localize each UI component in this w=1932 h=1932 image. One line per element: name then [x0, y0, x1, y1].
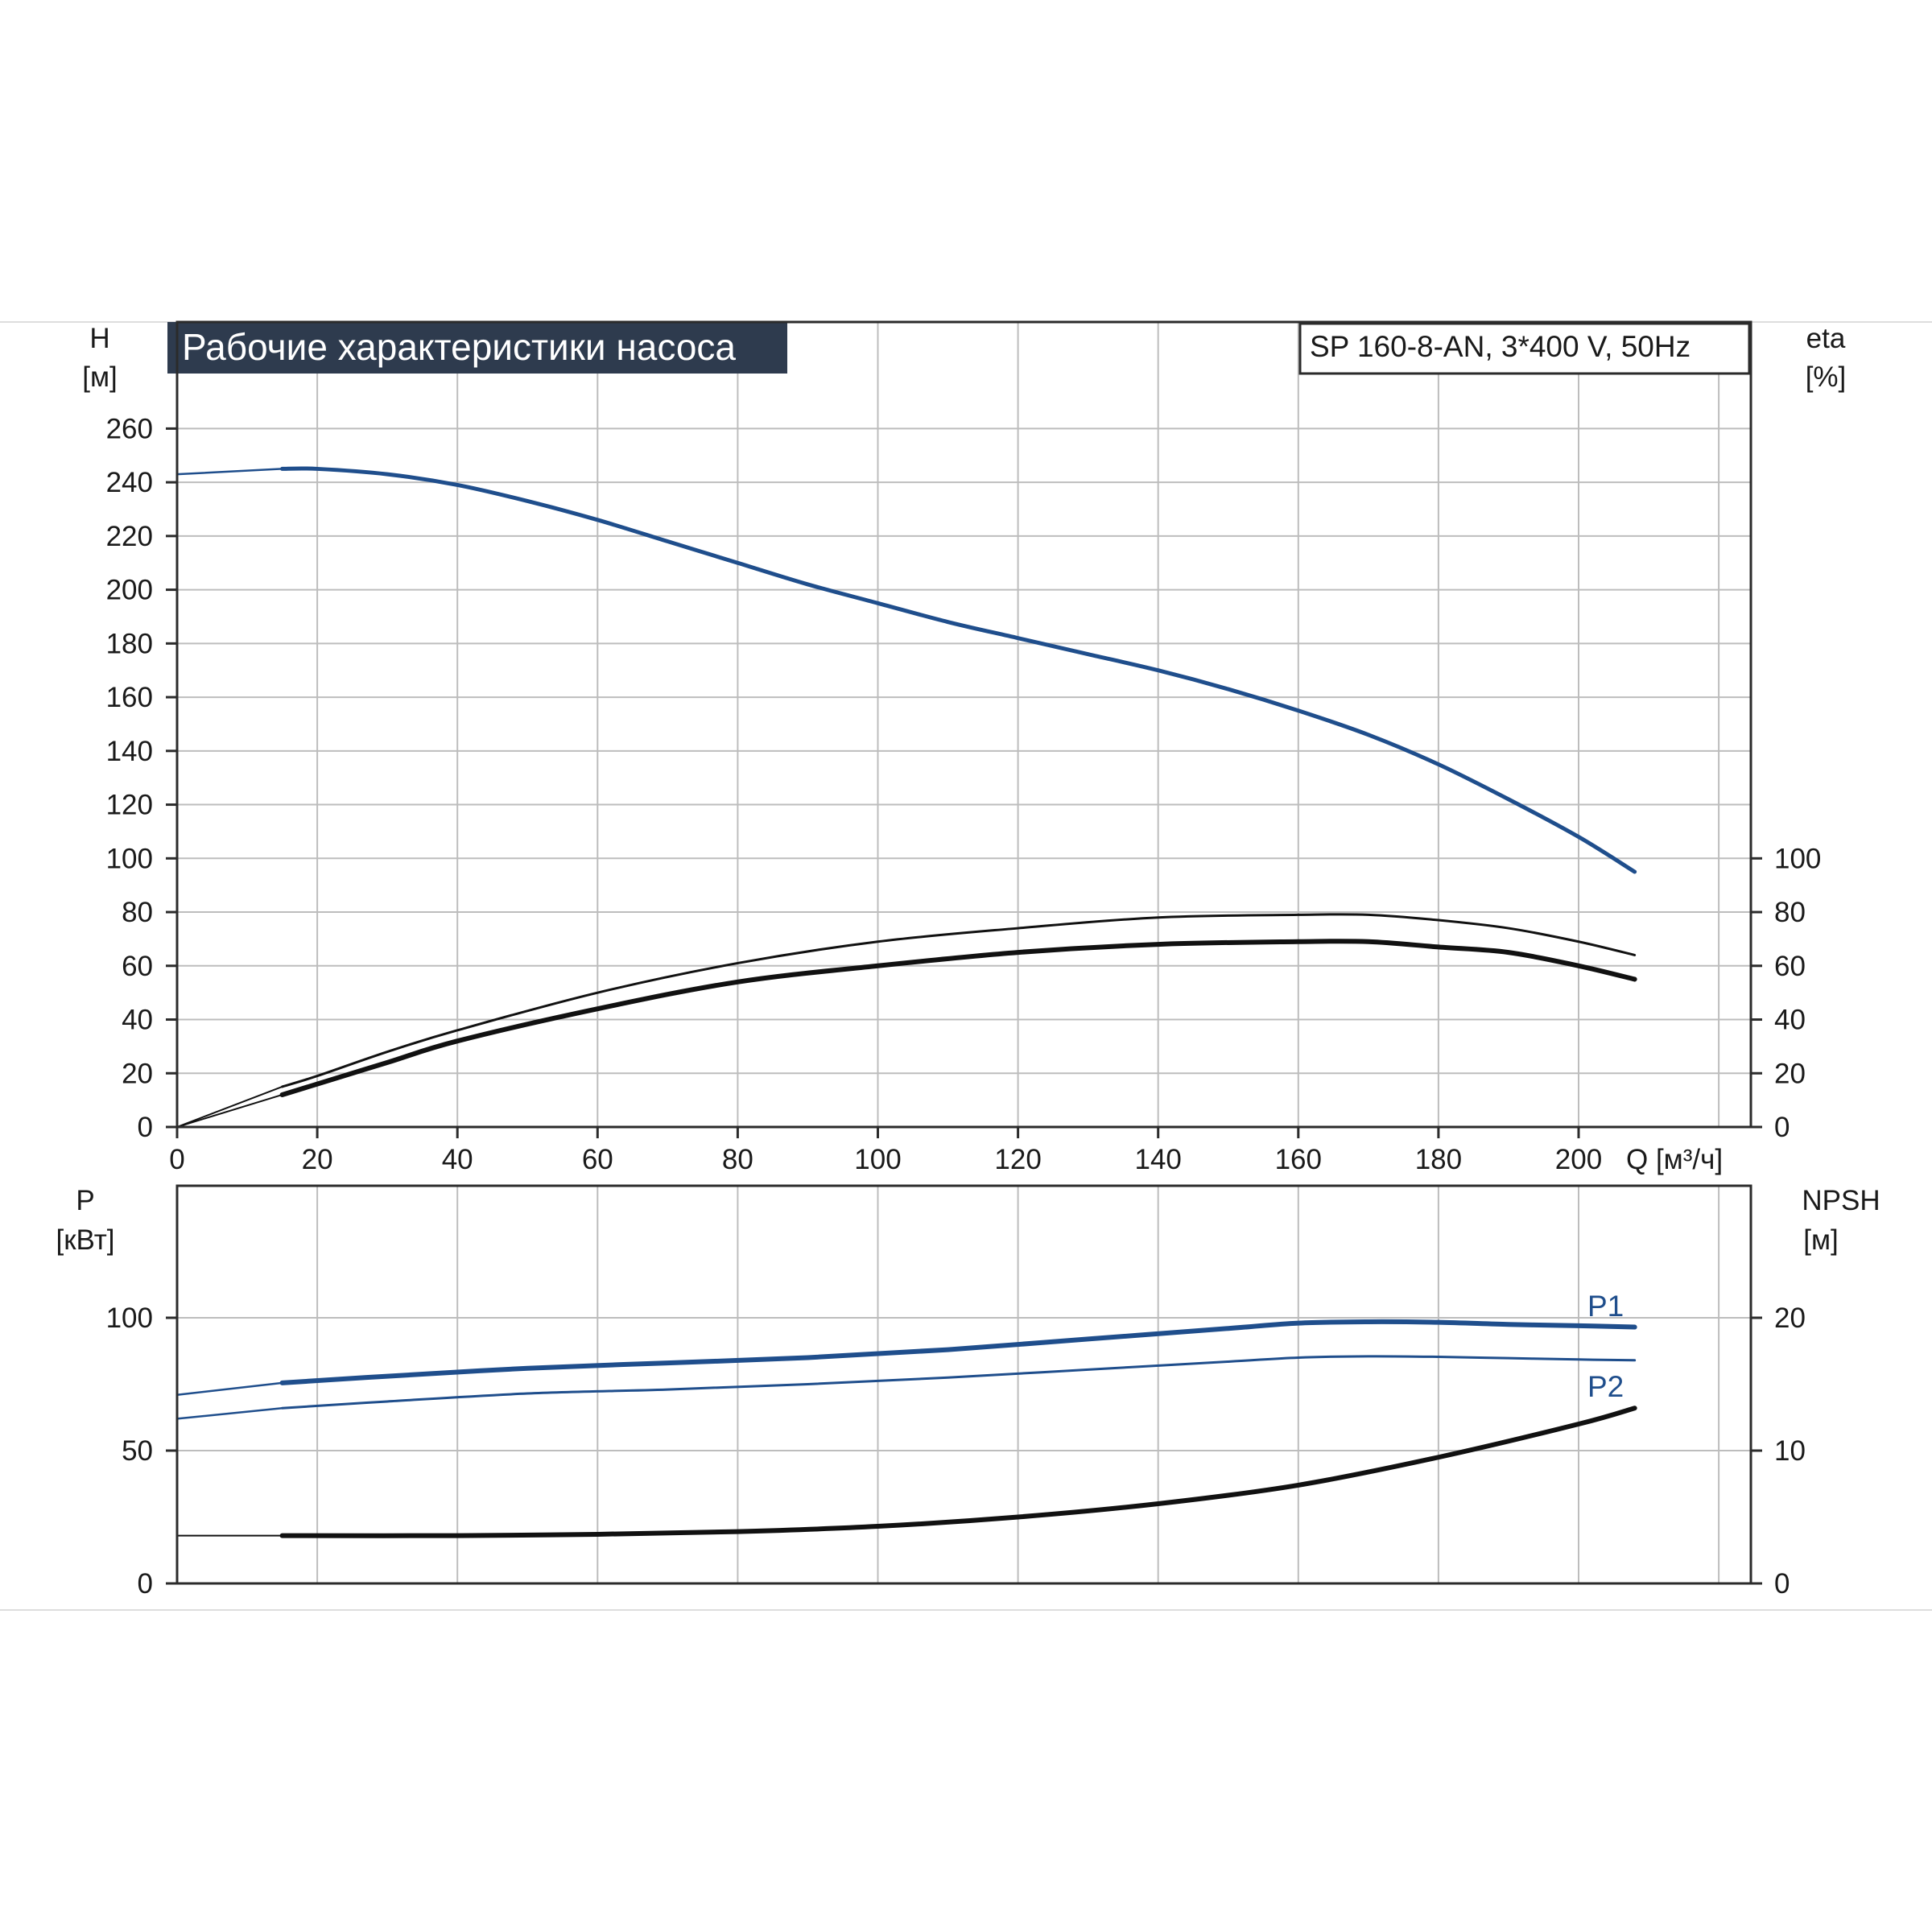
x-tick-label: 0	[169, 1144, 184, 1175]
x-tick-label: 180	[1415, 1144, 1462, 1175]
lower-left-tick-label: 100	[106, 1302, 153, 1334]
model-label-box: SP 160-8-AN, 3*400 V, 50Hz	[1298, 322, 1751, 375]
x-tick-label: 200	[1555, 1144, 1602, 1175]
lower-grid	[177, 1186, 1751, 1583]
upper-left-tick-label: 220	[106, 521, 153, 552]
upper-left-axis-label-line2: [м]	[82, 361, 118, 393]
upper-left-tick-label: 20	[122, 1058, 153, 1089]
upper-left-tick-label: 160	[106, 682, 153, 713]
upper-left-tick-label: 40	[122, 1005, 153, 1036]
upper-left-tick-label: 180	[106, 628, 153, 659]
upper-right-axis-label-line1: eta	[1806, 323, 1846, 354]
curve-head	[280, 466, 1637, 874]
curve-head-ext	[175, 468, 283, 476]
upper-left-tick-label: 60	[122, 951, 153, 982]
curve-eta-total	[279, 939, 1637, 1097]
lower-right-tick-label: 10	[1774, 1435, 1806, 1467]
upper-right-tick-label: 40	[1774, 1005, 1806, 1036]
upper-left-tick-label: 0	[138, 1112, 153, 1143]
x-tick-label: 60	[582, 1144, 613, 1175]
curve-p2-ext	[175, 1406, 283, 1420]
upper-plot-frame	[175, 320, 1752, 1129]
chart-title: Рабочие характеристики насоса	[182, 326, 736, 368]
curve-eta-ext-b	[176, 1093, 283, 1128]
title-background	[167, 322, 787, 374]
upper-right-tick-label: 60	[1774, 951, 1806, 982]
upper-left-tick-label: 240	[106, 467, 153, 498]
upper-right-tick-label: 0	[1774, 1112, 1790, 1143]
curve-eta-pump	[281, 913, 1637, 1088]
lower-right-tick-label: 20	[1774, 1302, 1806, 1334]
tick-labels: 0 20 40 60 80 100 120 140 160 180 2000204060801001…	[106, 413, 1822, 1600]
x-tick-label: 20	[302, 1144, 333, 1175]
curve-eta-ext-a	[176, 1085, 283, 1128]
curve-p1	[279, 1319, 1637, 1385]
x-tick-label: 140	[1134, 1144, 1181, 1175]
model-label-frame	[1298, 322, 1751, 375]
x-tick-label: 80	[722, 1144, 753, 1175]
x-axis-label: Q [м³/ч]	[1626, 1144, 1723, 1175]
curve-p2	[281, 1355, 1637, 1410]
upper-left-tick-label: 80	[122, 897, 153, 928]
upper-left-tick-label: 260	[106, 413, 153, 444]
upper-left-tick-label: 100	[106, 843, 153, 874]
upper-grid	[177, 322, 1751, 1127]
upper-right-tick-label: 20	[1774, 1058, 1806, 1089]
curve-p1-ext	[175, 1381, 283, 1396]
upper-left-tick-label: 140	[106, 736, 153, 767]
x-tick-label: 160	[1275, 1144, 1322, 1175]
upper-right-tick-label: 100	[1774, 843, 1821, 874]
upper-left-tick-label: 200	[106, 575, 153, 606]
model-label: SP 160-8-AN, 3*400 V, 50Hz	[1310, 330, 1690, 363]
lower-right-axis-label-line2: [м]	[1803, 1224, 1839, 1256]
upper-right-axis-label-line2: [%]	[1806, 361, 1847, 393]
lower-left-axis-label-line2: [кВт]	[56, 1224, 115, 1256]
lower-left-axis-label-line1: P	[76, 1185, 94, 1216]
upper-curves	[175, 466, 1637, 1128]
lower-right-tick-label: 0	[1774, 1568, 1790, 1600]
series-label-p1: P1	[1587, 1290, 1624, 1323]
lower-left-tick-label: 0	[138, 1568, 153, 1600]
upper-right-tick-label: 80	[1774, 897, 1806, 928]
upper-left-tick-label: 120	[106, 790, 153, 821]
lower-right-axis-label-line1: NPSH	[1802, 1185, 1880, 1216]
lower-curves	[175, 1319, 1637, 1538]
series-label-p2: P2	[1587, 1370, 1624, 1403]
title-banner: Рабочие характеристики насоса	[167, 322, 787, 374]
upper-left-axis-label-line1: H	[89, 323, 109, 354]
lower-plot-frame	[175, 1184, 1752, 1585]
curve-npsh	[279, 1406, 1637, 1538]
x-tick-label: 40	[442, 1144, 473, 1175]
x-tick-label: 120	[994, 1144, 1041, 1175]
lower-left-tick-label: 50	[122, 1435, 153, 1467]
x-tick-label: 100	[854, 1144, 901, 1175]
